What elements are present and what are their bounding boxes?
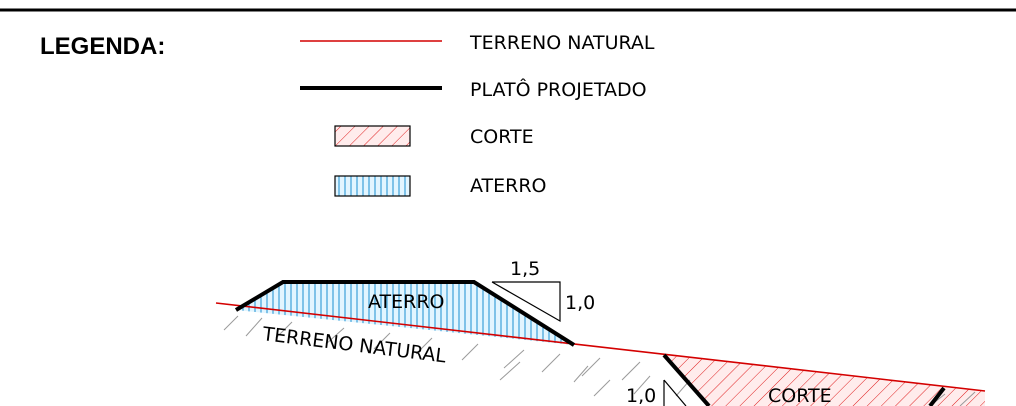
cut-area [664,355,985,406]
legend-cut-label: CORTE [470,126,534,148]
ground-hatch [223,315,976,406]
terrain-line [215,302,986,392]
slope-triangle-cut-hypotenuse [663,379,687,406]
fill-area-label: ATERRO [368,291,445,313]
platform-cut-right-slope [928,386,946,406]
legend-fill-label: ATERRO [470,175,547,197]
legend-terrain-label: TERRENO NATURAL [469,32,655,54]
ground-label: TERRENO NATURAL [260,323,447,367]
platform-cut-left-slope [662,353,711,406]
slope-fill-vertical-label: 1,0 [565,292,595,314]
legend-cut-symbol [334,125,411,147]
platform-fill-outline [234,280,576,347]
legend-platform-label: PLATÔ PROJETADO [470,77,647,101]
fill-area [236,282,574,345]
slope-fill-horizontal-label: 1,5 [510,258,540,280]
legend-title: LEGENDA: [40,33,165,60]
slope-triangle-fill [491,281,561,323]
cut-area-label: CORTE [768,385,832,406]
legend-fill-symbol [334,175,411,197]
cross-section: 1,5 1,0 1,0 ATERRO CORTE TERRENO NATURAL [215,258,986,406]
slope-cut-vertical-label: 1,0 [626,385,656,406]
legend: LEGENDA: TERRENO NATURAL PLATÔ PROJETADO… [40,32,655,197]
